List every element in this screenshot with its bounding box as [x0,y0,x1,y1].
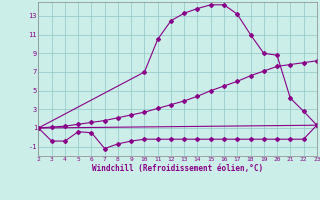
X-axis label: Windchill (Refroidissement éolien,°C): Windchill (Refroidissement éolien,°C) [92,164,263,173]
